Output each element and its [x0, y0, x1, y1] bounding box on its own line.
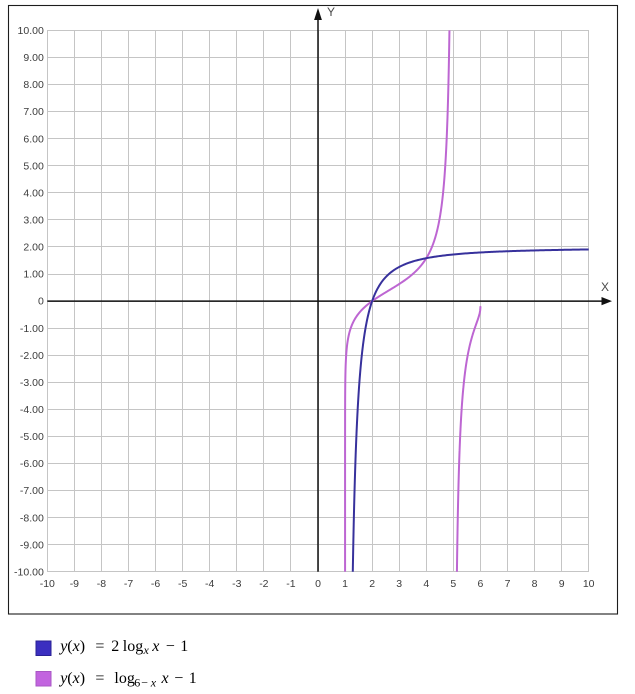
svg-text:5.00: 5.00	[23, 160, 44, 172]
svg-text:9: 9	[559, 578, 565, 590]
svg-text:3.00: 3.00	[23, 214, 44, 226]
svg-text:-8.00: -8.00	[20, 512, 44, 524]
svg-text:8: 8	[532, 578, 538, 590]
svg-text:5: 5	[450, 578, 456, 590]
svg-text:3: 3	[396, 578, 402, 590]
svg-text:8.00: 8.00	[23, 79, 44, 91]
svg-text:-5.00: -5.00	[20, 431, 44, 443]
svg-text:0: 0	[38, 296, 44, 308]
svg-text:-1: -1	[286, 578, 295, 590]
svg-text:y(x)=log6−xx−1: y(x) = log6− x x −1	[58, 670, 197, 690]
svg-text:7: 7	[505, 578, 511, 590]
svg-text:4: 4	[423, 578, 429, 590]
svg-text:-4: -4	[205, 578, 214, 590]
svg-text:-10.00: -10.00	[14, 566, 44, 578]
svg-text:-3: -3	[232, 578, 241, 590]
svg-text:-5: -5	[178, 578, 187, 590]
svg-text:7.00: 7.00	[23, 106, 44, 118]
svg-text:-4.00: -4.00	[20, 404, 44, 416]
svg-text:-1.00: -1.00	[20, 323, 44, 335]
svg-text:10: 10	[583, 578, 595, 590]
svg-text:X: X	[601, 280, 609, 294]
svg-text:-6: -6	[151, 578, 160, 590]
svg-text:-8: -8	[97, 578, 106, 590]
svg-text:-9.00: -9.00	[20, 539, 44, 551]
svg-text:-10: -10	[40, 578, 55, 590]
svg-text:-2.00: -2.00	[20, 350, 44, 362]
svg-text:6.00: 6.00	[23, 133, 44, 145]
svg-text:9.00: 9.00	[23, 52, 44, 64]
svg-text:1: 1	[342, 578, 348, 590]
svg-text:-9: -9	[70, 578, 79, 590]
svg-text:-7: -7	[124, 578, 133, 590]
svg-text:10.00: 10.00	[18, 25, 44, 37]
svg-text:4.00: 4.00	[23, 187, 44, 199]
svg-text:1.00: 1.00	[23, 269, 44, 281]
svg-text:2: 2	[369, 578, 375, 590]
svg-text:0: 0	[315, 578, 321, 590]
svg-text:-2: -2	[259, 578, 268, 590]
svg-text:2.00: 2.00	[23, 242, 44, 254]
svg-text:Y: Y	[327, 5, 335, 19]
svg-text:-6.00: -6.00	[20, 458, 44, 470]
svg-text:-7.00: -7.00	[20, 485, 44, 497]
svg-text:-3.00: -3.00	[20, 377, 44, 389]
svg-text:6: 6	[477, 578, 483, 590]
